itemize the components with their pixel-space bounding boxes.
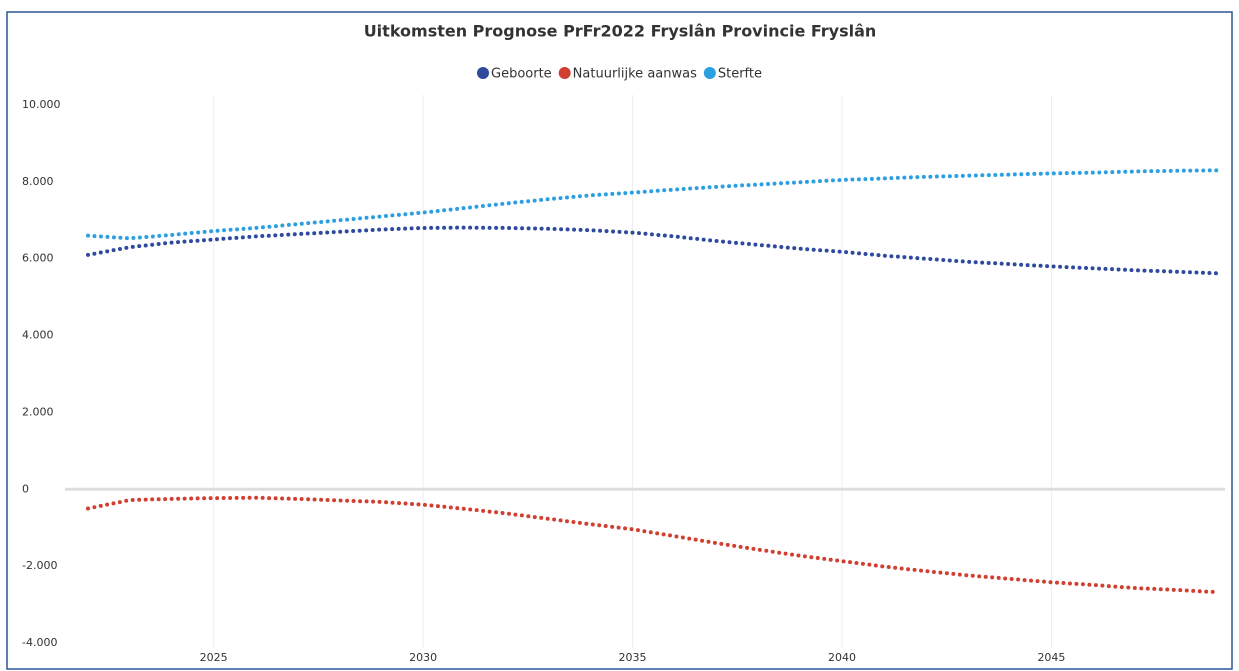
chart-title: Uitkomsten Prognose PrFr2022 Fryslân Pro…	[364, 22, 877, 41]
legend-marker	[703, 67, 716, 79]
series-line	[86, 168, 1221, 241]
x-tick-label: 2030	[409, 651, 437, 664]
series-line	[86, 495, 1221, 595]
x-tick-label: 2025	[200, 651, 228, 664]
legend-label: Sterfte	[718, 67, 762, 82]
x-tick-label: 2045	[1037, 651, 1065, 664]
y-tick-label: 0	[22, 482, 29, 495]
legend-marker	[477, 67, 489, 79]
y-tick-label: 6.000	[22, 252, 54, 265]
chart-frame	[6, 11, 1233, 670]
y-tick-label: -4.000	[22, 636, 57, 649]
series-line	[86, 225, 1221, 276]
y-tick-label: 2.000	[22, 405, 54, 418]
legend-marker	[558, 67, 571, 79]
x-tick-label: 2040	[828, 651, 856, 664]
legend-label: Geboorte	[491, 67, 552, 82]
y-tick-label: -2.000	[22, 559, 57, 572]
y-tick-label: 4.000	[22, 329, 54, 342]
x-tick-label: 2035	[619, 651, 647, 664]
y-tick-label: 10.000	[22, 98, 61, 111]
y-tick-label: 8.000	[22, 175, 54, 188]
legend-label: Natuurlijke aanwas	[573, 67, 697, 82]
